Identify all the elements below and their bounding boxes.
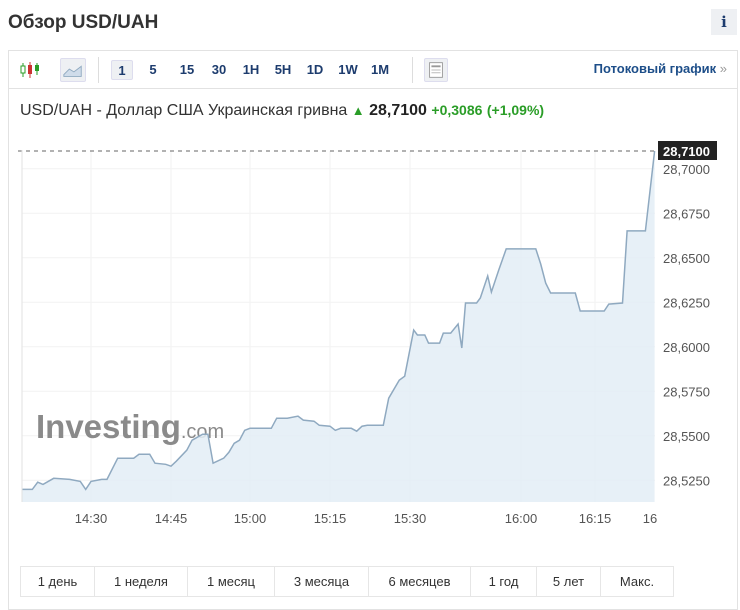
x-tick-label: 16:15: [579, 511, 612, 526]
y-tick-label: 28,6750: [663, 206, 710, 221]
range-1-week[interactable]: 1 неделя: [95, 567, 188, 596]
x-tick-label: 16: [643, 511, 657, 526]
y-tick-label: 28,5500: [663, 429, 710, 444]
y-tick-label: 28,6000: [663, 340, 710, 355]
area-fill: [22, 151, 655, 502]
range-5-years[interactable]: 5 лет: [537, 567, 601, 596]
range-max[interactable]: Макс.: [601, 567, 673, 596]
x-tick-label: 16:00: [505, 511, 538, 526]
y-tick-label: 28,5750: [663, 384, 710, 399]
range-6-months[interactable]: 6 месяцев: [369, 567, 471, 596]
range-1-year[interactable]: 1 год: [471, 567, 537, 596]
x-tick-label: 15:30: [394, 511, 427, 526]
range-1-month[interactable]: 1 месяц: [188, 567, 275, 596]
y-tick-label: 28,6250: [663, 295, 710, 310]
x-tick-label: 15:00: [234, 511, 267, 526]
range-selector: 1 день 1 неделя 1 месяц 3 месяца 6 месяц…: [20, 566, 674, 597]
x-tick-label: 14:30: [75, 511, 108, 526]
x-tick-label: 15:15: [314, 511, 347, 526]
last-price-tag-label: 28,7100: [663, 144, 710, 159]
y-tick-label: 28,7000: [663, 162, 710, 177]
y-tick-label: 28,5250: [663, 473, 710, 488]
range-1-day[interactable]: 1 день: [21, 567, 95, 596]
range-3-months[interactable]: 3 месяца: [275, 567, 369, 596]
y-tick-label: 28,6500: [663, 251, 710, 266]
x-tick-label: 14:45: [155, 511, 188, 526]
price-chart: Investing.com28,700028,675028,650028,625…: [0, 0, 740, 560]
